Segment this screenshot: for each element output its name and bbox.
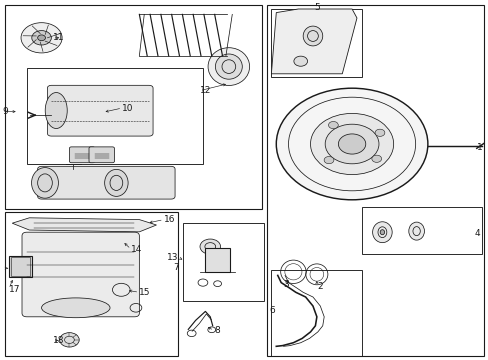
Text: 8: 8 bbox=[214, 326, 220, 335]
Text: 5: 5 bbox=[313, 3, 319, 12]
Bar bbox=[266, 5, 483, 356]
FancyBboxPatch shape bbox=[22, 232, 139, 317]
Ellipse shape bbox=[31, 167, 59, 198]
Circle shape bbox=[38, 35, 45, 41]
Bar bbox=[5, 5, 261, 209]
Ellipse shape bbox=[208, 48, 249, 85]
Text: 16: 16 bbox=[163, 215, 175, 224]
Text: 9: 9 bbox=[2, 107, 8, 116]
Text: 10: 10 bbox=[122, 104, 134, 112]
Bar bbox=[205, 248, 229, 272]
Ellipse shape bbox=[303, 26, 322, 46]
Text: 1: 1 bbox=[476, 143, 482, 152]
Ellipse shape bbox=[408, 222, 424, 240]
Polygon shape bbox=[12, 218, 156, 232]
Ellipse shape bbox=[200, 239, 220, 254]
Text: 7: 7 bbox=[172, 263, 178, 271]
Circle shape bbox=[328, 121, 338, 129]
Bar bbox=[271, 270, 361, 356]
Ellipse shape bbox=[215, 54, 242, 79]
Circle shape bbox=[21, 23, 62, 53]
Bar bbox=[9, 256, 32, 277]
Text: 2: 2 bbox=[316, 282, 322, 291]
FancyBboxPatch shape bbox=[89, 147, 114, 163]
Bar bbox=[183, 223, 264, 301]
Text: 11: 11 bbox=[53, 33, 64, 42]
Text: 15: 15 bbox=[139, 288, 151, 297]
Bar bbox=[115, 235, 129, 245]
Bar bbox=[361, 207, 481, 254]
Circle shape bbox=[325, 124, 378, 164]
Ellipse shape bbox=[372, 222, 391, 243]
Bar bbox=[11, 257, 30, 276]
Circle shape bbox=[310, 113, 393, 175]
Polygon shape bbox=[271, 9, 356, 74]
FancyBboxPatch shape bbox=[69, 147, 95, 163]
Ellipse shape bbox=[45, 93, 67, 129]
Circle shape bbox=[324, 157, 333, 164]
Ellipse shape bbox=[380, 230, 384, 235]
Circle shape bbox=[338, 134, 365, 154]
Text: 4: 4 bbox=[473, 229, 479, 238]
Ellipse shape bbox=[104, 169, 128, 197]
FancyBboxPatch shape bbox=[47, 85, 153, 136]
Bar bbox=[27, 68, 203, 164]
Bar bbox=[271, 9, 361, 77]
Ellipse shape bbox=[41, 298, 110, 318]
Text: 3: 3 bbox=[283, 280, 289, 289]
Circle shape bbox=[371, 155, 381, 162]
FancyBboxPatch shape bbox=[38, 166, 175, 199]
Text: 12: 12 bbox=[199, 86, 210, 95]
Circle shape bbox=[374, 129, 384, 136]
Circle shape bbox=[60, 333, 79, 347]
Text: 18: 18 bbox=[53, 336, 64, 346]
Circle shape bbox=[276, 88, 427, 200]
Ellipse shape bbox=[293, 56, 307, 66]
Bar bbox=[5, 212, 178, 356]
Bar bbox=[117, 236, 127, 243]
Text: 14: 14 bbox=[131, 245, 142, 253]
Text: 6: 6 bbox=[268, 306, 274, 315]
Text: 17: 17 bbox=[9, 284, 20, 294]
Circle shape bbox=[32, 31, 51, 45]
Text: 13: 13 bbox=[166, 253, 178, 262]
